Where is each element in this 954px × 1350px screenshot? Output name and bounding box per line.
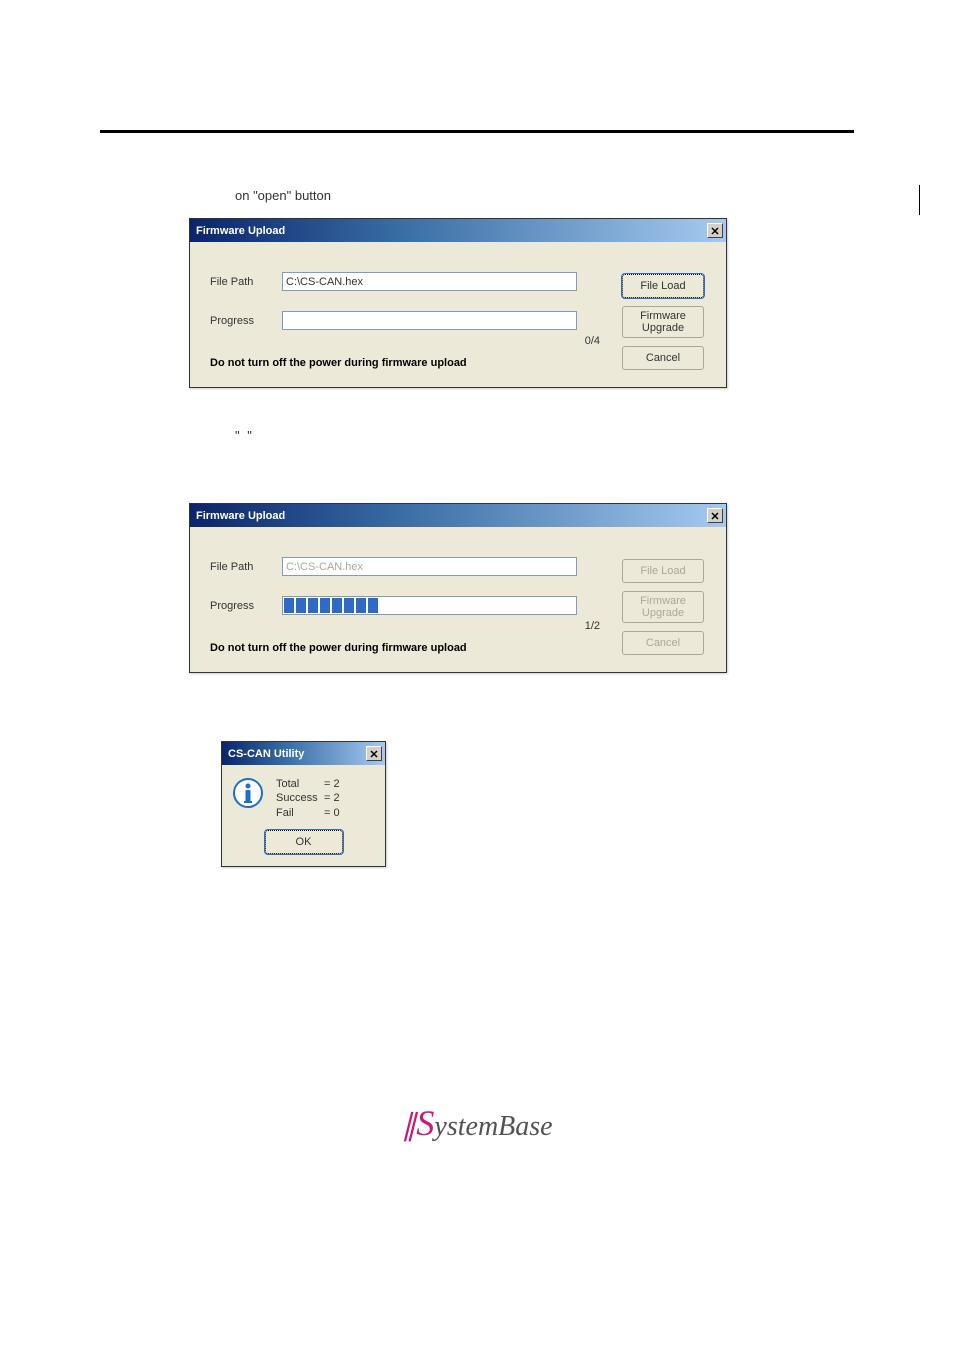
intro-text: on "open" button xyxy=(235,188,954,203)
ok-button[interactable]: OK xyxy=(265,830,343,854)
dialog-title: Firmware Upload xyxy=(196,510,285,522)
result-row: Fail = 0 xyxy=(276,806,348,820)
result-key: Success xyxy=(276,791,324,805)
progress-count: 0/4 xyxy=(210,335,600,347)
progress-bar xyxy=(282,596,577,615)
firmware-upgrade-button: FirmwareUpgrade xyxy=(622,591,704,623)
progress-segment xyxy=(296,598,306,613)
footer-logo: ∥SystemBase xyxy=(0,1102,954,1144)
file-path-label: File Path xyxy=(210,561,282,573)
firmware-upgrade-button[interactable]: FirmwareUpgrade xyxy=(622,306,704,338)
file-path-label: File Path xyxy=(210,276,282,288)
info-icon xyxy=(232,777,264,809)
progress-label: Progress xyxy=(210,600,282,612)
file-path-input[interactable] xyxy=(282,272,577,291)
msgbox-title: CS-CAN Utility xyxy=(228,748,304,760)
progress-bar xyxy=(282,311,577,330)
titlebar: CS-CAN Utility xyxy=(222,742,385,765)
firmware-upload-dialog-2: Firmware Upload File Path Progress 1/2 D… xyxy=(189,503,727,673)
cancel-button[interactable]: Cancel xyxy=(622,346,704,370)
dialog-title: Firmware Upload xyxy=(196,225,285,237)
file-load-button: File Load xyxy=(622,559,704,583)
progress-segment xyxy=(320,598,330,613)
quote-text: " " xyxy=(235,428,954,443)
result-table: Total = 2 Success = 2 Fail = 0 xyxy=(276,777,348,820)
close-icon xyxy=(370,750,378,758)
progress-label: Progress xyxy=(210,315,282,327)
result-row: Success = 2 xyxy=(276,791,348,805)
result-key: Fail xyxy=(276,806,324,820)
progress-segment xyxy=(356,598,366,613)
close-button[interactable] xyxy=(707,223,723,238)
file-path-input xyxy=(282,557,577,576)
result-val: = 2 xyxy=(324,777,348,791)
progress-count: 1/2 xyxy=(210,620,600,632)
titlebar: Firmware Upload xyxy=(190,504,726,527)
close-button[interactable] xyxy=(366,746,382,761)
result-row: Total = 2 xyxy=(276,777,348,791)
close-button[interactable] xyxy=(707,508,723,523)
progress-segment xyxy=(368,598,378,613)
result-val: = 2 xyxy=(324,791,348,805)
file-load-button[interactable]: File Load xyxy=(622,274,704,298)
progress-segment xyxy=(308,598,318,613)
cancel-button: Cancel xyxy=(622,631,704,655)
close-icon xyxy=(711,227,719,235)
page-cursor xyxy=(919,185,922,215)
progress-segment xyxy=(344,598,354,613)
result-key: Total xyxy=(276,777,324,791)
horizontal-rule xyxy=(100,130,854,133)
firmware-upload-dialog-1: Firmware Upload File Path Progress 0/4 D… xyxy=(189,218,727,388)
result-msgbox: CS-CAN Utility Total = 2 Success = 2 Fai… xyxy=(221,741,386,867)
titlebar: Firmware Upload xyxy=(190,219,726,242)
progress-segment xyxy=(332,598,342,613)
result-val: = 0 xyxy=(324,806,348,820)
progress-segment xyxy=(284,598,294,613)
close-icon xyxy=(711,512,719,520)
